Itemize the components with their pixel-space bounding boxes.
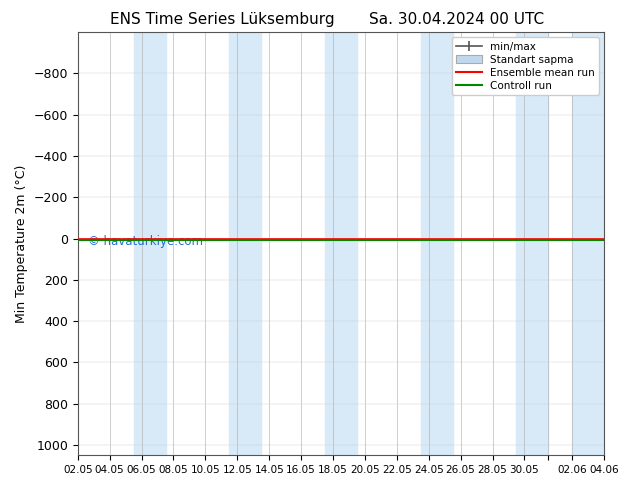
Bar [573,32,604,455]
Y-axis label: Min Temperature 2m (°C): Min Temperature 2m (°C) [15,165,28,323]
Bar [517,32,548,455]
Bar [134,32,165,455]
Text: ENS Time Series Lüksemburg: ENS Time Series Lüksemburg [110,12,334,27]
Bar [325,32,357,455]
Text: Sa. 30.04.2024 00 UTC: Sa. 30.04.2024 00 UTC [369,12,544,27]
Legend: min/max, Standart sapma, Ensemble mean run, Controll run: min/max, Standart sapma, Ensemble mean r… [451,37,599,95]
Text: © havaturkiye.com: © havaturkiye.com [88,235,204,248]
Bar [230,32,261,455]
Bar [421,32,453,455]
